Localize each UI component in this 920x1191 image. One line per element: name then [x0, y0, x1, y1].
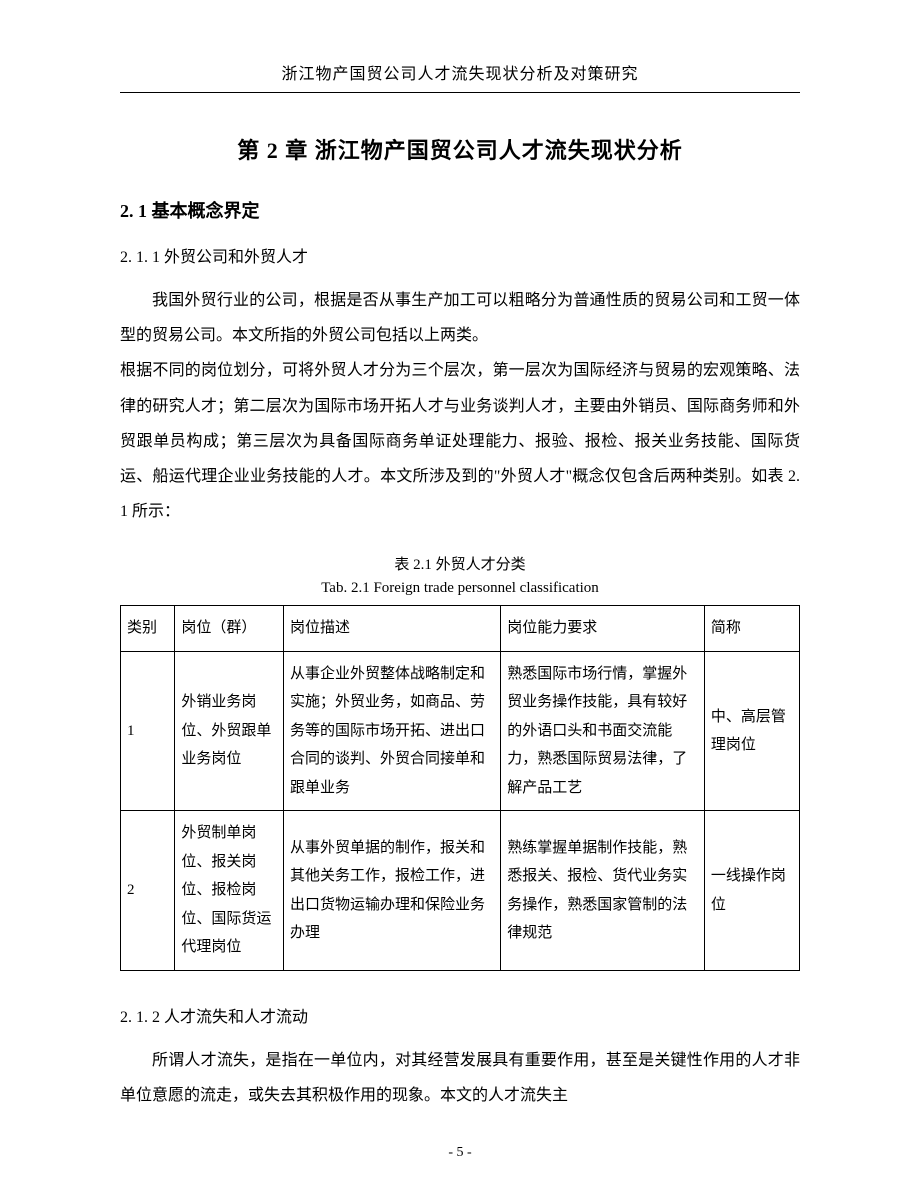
table-header-cell: 岗位（群） — [175, 606, 284, 652]
table-row: 1 外销业务岗位、外贸跟单业务岗位 从事企业外贸整体战略制定和实施；外贸业务，如… — [121, 651, 800, 811]
body-paragraph-block: 我国外贸行业的公司，根据是否从事生产加工可以粗略分为普通性质的贸易公司和工贸一体… — [120, 283, 800, 529]
table-header-cell: 类别 — [121, 606, 175, 652]
subsection-2-1-1-title: 2. 1. 1 外贸公司和外贸人才 — [120, 243, 800, 267]
table-header-cell: 简称 — [704, 606, 799, 652]
table-cell-description: 从事外贸单据的制作，报关和其他关务工作，报检工作，进出口货物运输办理和保险业务办… — [283, 811, 500, 971]
table-header-cell: 岗位描述 — [283, 606, 500, 652]
table-cell-position: 外贸制单岗位、报关岗位、报检岗位、国际货运代理岗位 — [175, 811, 284, 971]
body-paragraph: 根据不同的岗位划分，可将外贸人才分为三个层次，第一层次为国际经济与贸易的宏观策略… — [120, 353, 800, 529]
body-paragraph: 所谓人才流失，是指在一单位内，对其经营发展具有重要作用，甚至是关键性作用的人才非… — [120, 1043, 800, 1113]
table-header-cell: 岗位能力要求 — [501, 606, 705, 652]
table-header-row: 类别 岗位（群） 岗位描述 岗位能力要求 简称 — [121, 606, 800, 652]
page-container: 浙江物产国贸公司人才流失现状分析及对策研究 第 2 章 浙江物产国贸公司人才流失… — [0, 0, 920, 1153]
table-cell-requirement: 熟悉国际市场行情，掌握外贸业务操作技能，具有较好的外语口头和书面交流能力，熟悉国… — [501, 651, 705, 811]
table-caption-en: Tab. 2.1 Foreign trade personnel classif… — [120, 580, 800, 597]
running-header: 浙江物产国贸公司人才流失现状分析及对策研究 — [120, 60, 800, 93]
subsection-2-1-2-title: 2. 1. 2 人才流失和人才流动 — [120, 1003, 800, 1027]
table-cell-category: 2 — [121, 811, 175, 971]
table-cell-abbr: 一线操作岗位 — [704, 811, 799, 971]
table-cell-requirement: 熟练掌握单据制作技能，熟悉报关、报检、货代业务实务操作，熟悉国家管制的法律规范 — [501, 811, 705, 971]
section-2-1-title: 2. 1 基本概念界定 — [120, 197, 800, 223]
table-cell-category: 1 — [121, 651, 175, 811]
page-number: - 5 - — [0, 1145, 920, 1161]
table-cell-description: 从事企业外贸整体战略制定和实施；外贸业务，如商品、劳务等的国际市场开拓、进出口合… — [283, 651, 500, 811]
table-cell-position: 外销业务岗位、外贸跟单业务岗位 — [175, 651, 284, 811]
table-cell-abbr: 中、高层管理岗位 — [704, 651, 799, 811]
table-caption-zh: 表 2.1 外贸人才分类 — [120, 553, 800, 574]
chapter-title: 第 2 章 浙江物产国贸公司人才流失现状分析 — [120, 133, 800, 165]
table-2-1: 类别 岗位（群） 岗位描述 岗位能力要求 简称 1 外销业务岗位、外贸跟单业务岗… — [120, 605, 800, 971]
table-row: 2 外贸制单岗位、报关岗位、报检岗位、国际货运代理岗位 从事外贸单据的制作，报关… — [121, 811, 800, 971]
body-paragraph: 我国外贸行业的公司，根据是否从事生产加工可以粗略分为普通性质的贸易公司和工贸一体… — [120, 283, 800, 353]
